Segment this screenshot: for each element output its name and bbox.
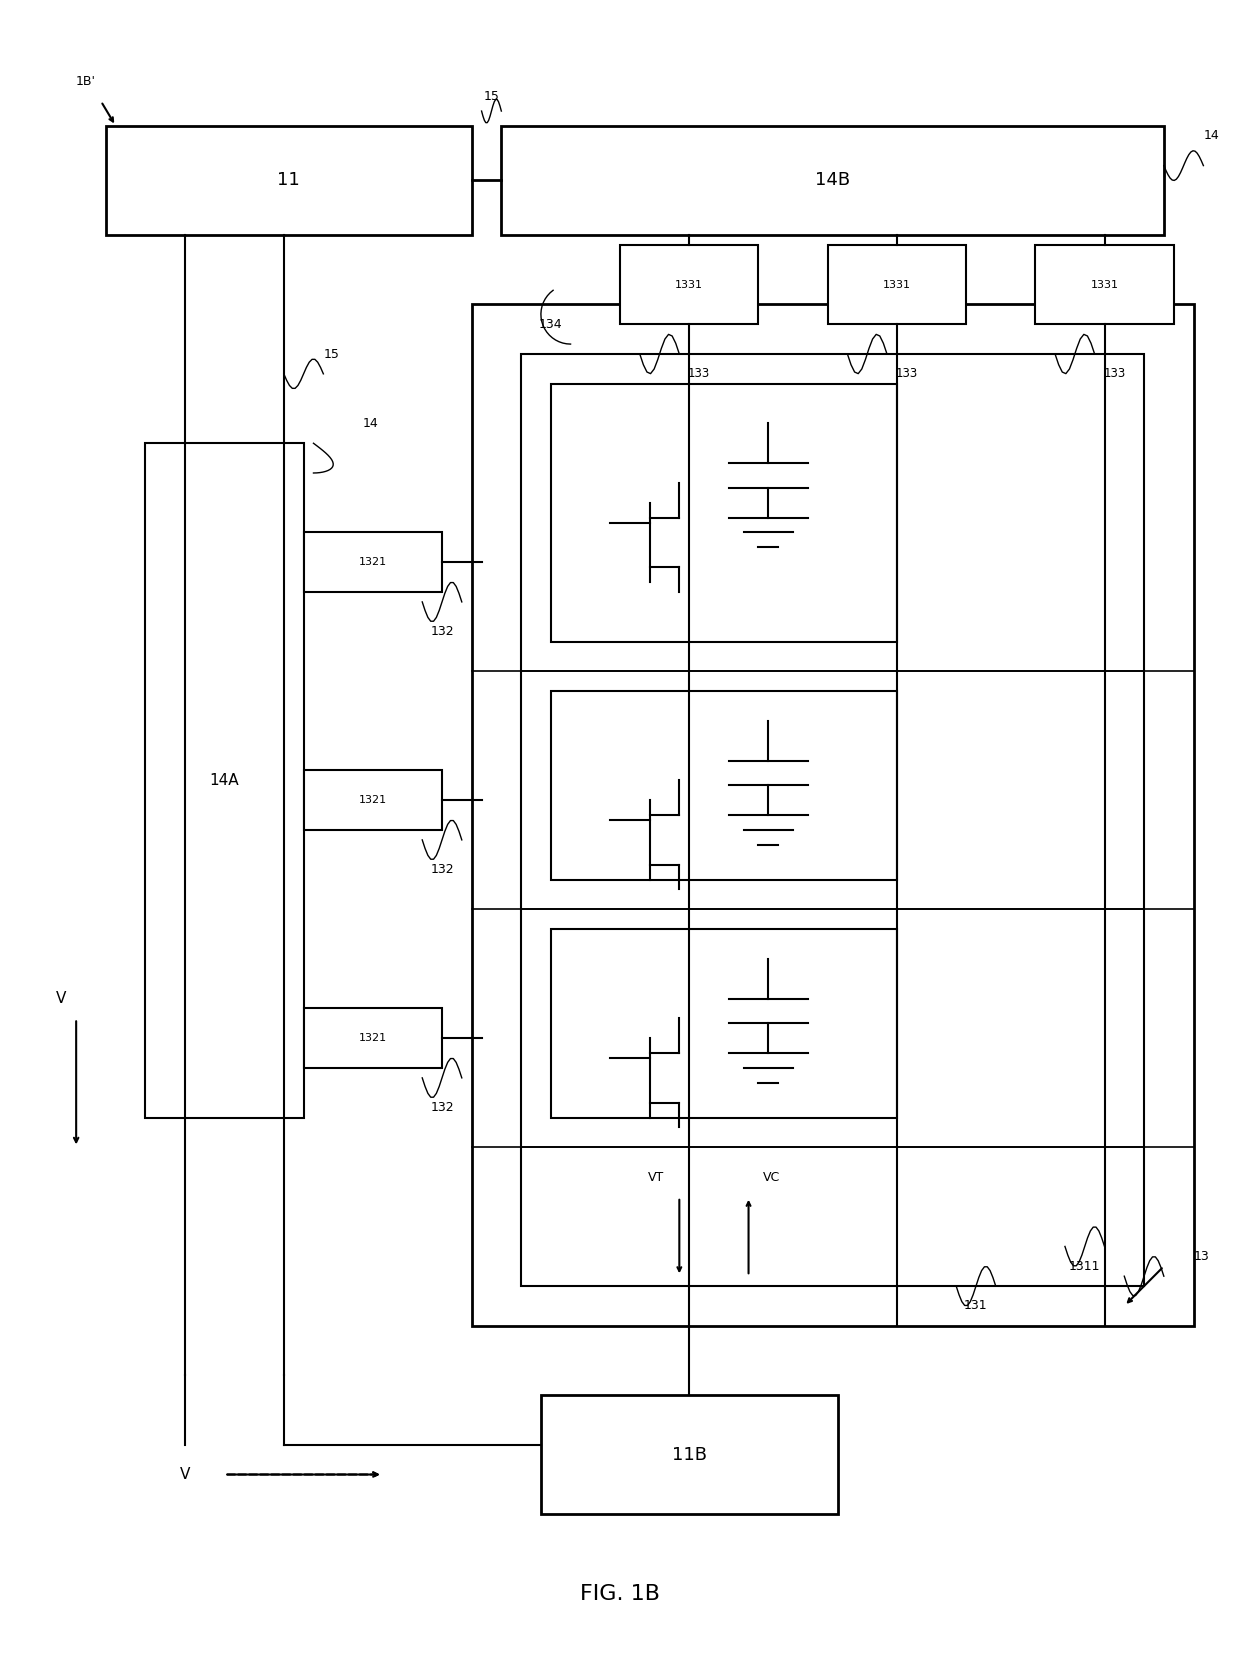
- Text: 14: 14: [363, 417, 378, 430]
- Text: 1311: 1311: [1069, 1260, 1100, 1274]
- Text: 15: 15: [324, 347, 340, 361]
- Bar: [304, 1009, 441, 1068]
- Bar: [541, 1396, 837, 1513]
- Bar: [551, 930, 897, 1118]
- Text: 14A: 14A: [210, 772, 239, 787]
- Bar: [521, 354, 1145, 1287]
- Text: VT: VT: [649, 1171, 665, 1184]
- Text: 11: 11: [278, 172, 300, 190]
- Text: 133: 133: [895, 367, 918, 380]
- Bar: [501, 126, 1164, 235]
- Text: 1321: 1321: [358, 1034, 387, 1044]
- Text: 1321: 1321: [358, 557, 387, 567]
- Text: 14: 14: [1203, 129, 1219, 142]
- Bar: [304, 771, 441, 830]
- Text: 133: 133: [688, 367, 711, 380]
- Text: 134: 134: [539, 318, 563, 331]
- Text: 11B: 11B: [672, 1446, 707, 1464]
- Bar: [1035, 245, 1174, 324]
- Text: 131: 131: [965, 1300, 988, 1312]
- Bar: [827, 245, 966, 324]
- Bar: [620, 245, 759, 324]
- Bar: [471, 304, 1194, 1327]
- Text: 1331: 1331: [676, 280, 703, 289]
- Bar: [304, 533, 441, 592]
- Text: 1B': 1B': [76, 74, 97, 88]
- Text: 15: 15: [484, 89, 500, 103]
- Text: 132: 132: [430, 1102, 454, 1115]
- Bar: [551, 691, 897, 880]
- Text: V: V: [180, 1467, 190, 1482]
- Bar: [145, 443, 304, 1118]
- Text: 1331: 1331: [1090, 280, 1118, 289]
- Text: VC: VC: [764, 1171, 781, 1184]
- Text: V: V: [56, 991, 67, 1006]
- Text: 1321: 1321: [358, 796, 387, 805]
- Text: 13: 13: [1194, 1250, 1209, 1264]
- Text: 1331: 1331: [883, 280, 911, 289]
- Text: 132: 132: [430, 625, 454, 638]
- Bar: [551, 384, 897, 642]
- Text: 14B: 14B: [815, 172, 851, 190]
- Bar: [105, 126, 471, 235]
- Text: 132: 132: [430, 863, 454, 877]
- Text: FIG. 1B: FIG. 1B: [580, 1583, 660, 1603]
- Text: 133: 133: [1104, 367, 1126, 380]
